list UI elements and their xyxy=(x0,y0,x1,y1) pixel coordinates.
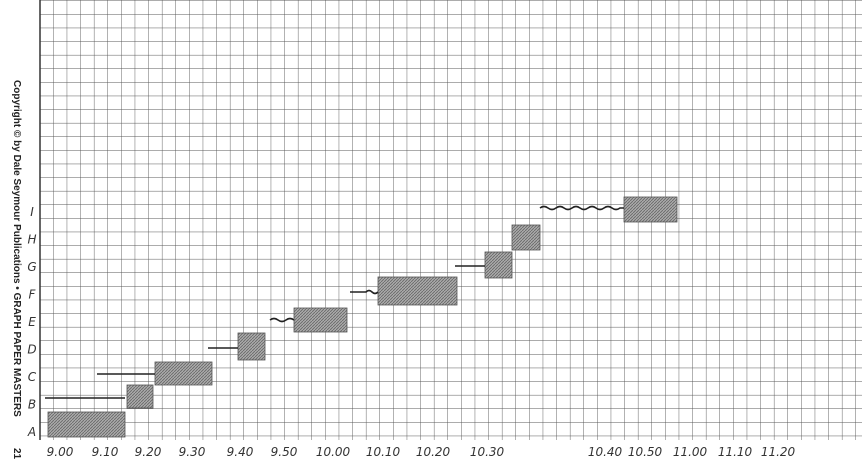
x-label: 9.10 xyxy=(92,445,119,459)
x-label: 10.20 xyxy=(416,445,451,459)
side-text: Copyright © by Dale Seymour Publications… xyxy=(11,80,22,417)
block xyxy=(155,362,212,385)
block xyxy=(48,412,125,437)
page-number: 21 xyxy=(11,448,22,460)
x-label: 9.00 xyxy=(47,445,74,459)
graph-paper: 9.00 9.10 9.20 9.30 9.40 9.50 10.00 10.10 10.20 1… xyxy=(0,0,862,468)
y-label: C xyxy=(28,370,37,384)
y-label: F xyxy=(29,288,37,302)
y-label: B xyxy=(28,398,36,412)
x-label: 9.20 xyxy=(135,445,162,459)
x-label: 11.20 xyxy=(761,445,796,459)
block xyxy=(624,197,677,222)
block xyxy=(378,277,457,305)
y-label: D xyxy=(27,343,36,357)
block xyxy=(127,385,153,408)
x-label: 11.10 xyxy=(718,445,753,459)
x-label: 10.10 xyxy=(366,445,401,459)
y-label: H xyxy=(27,233,36,247)
x-label: 11.00 xyxy=(673,445,708,459)
block xyxy=(512,225,540,250)
x-label: 10.30 xyxy=(470,445,505,459)
x-label: 9.40 xyxy=(227,445,254,459)
block xyxy=(294,308,347,332)
x-label: 10.50 xyxy=(628,445,663,459)
block xyxy=(485,252,512,278)
x-label: 9.50 xyxy=(271,445,298,459)
y-label: E xyxy=(28,315,36,329)
y-label: G xyxy=(27,260,36,274)
x-label: 10.00 xyxy=(316,445,351,459)
block xyxy=(238,333,265,360)
x-label: 9.30 xyxy=(179,445,206,459)
y-label: I xyxy=(30,205,34,219)
x-label: 10.40 xyxy=(588,445,623,459)
y-label: A xyxy=(27,425,36,439)
